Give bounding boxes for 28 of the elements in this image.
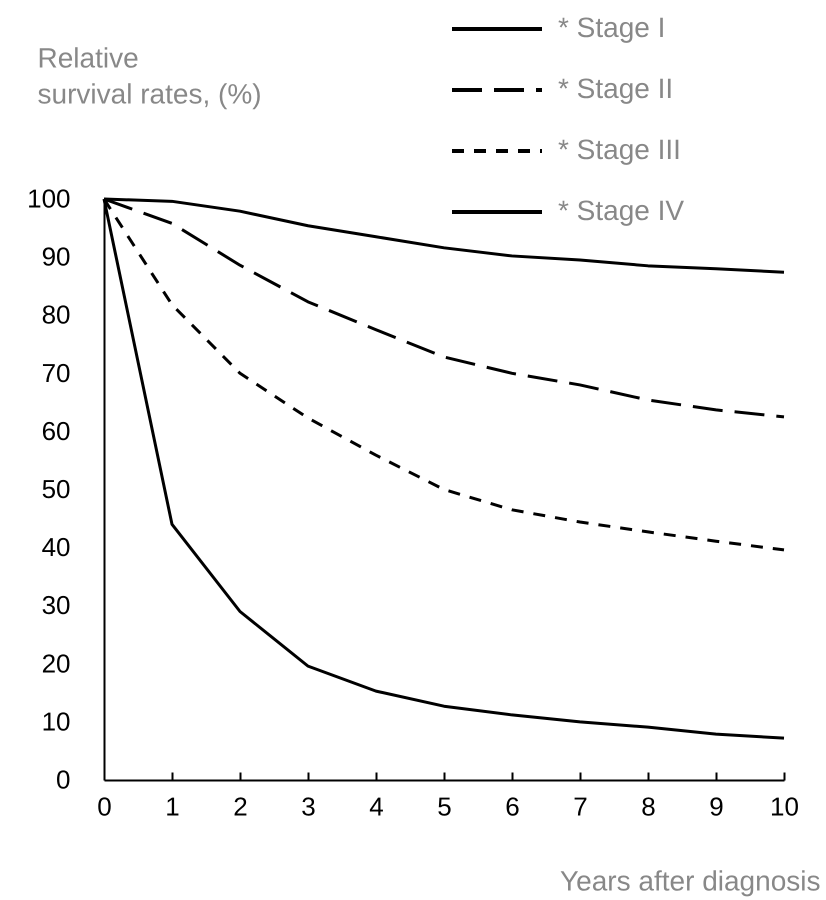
y-tick-label: 60: [42, 416, 70, 446]
x-tick-label: 10: [770, 792, 799, 822]
x-tick-label: 2: [233, 792, 248, 822]
y-tick-label: 50: [42, 474, 70, 504]
legend-label: * Stage III: [558, 134, 681, 165]
y-axis-title: Relative survival rates, (%): [38, 42, 262, 110]
y-tick-label: 90: [42, 242, 70, 272]
x-tick-label: 3: [301, 792, 316, 822]
y-tick-label: 30: [42, 590, 70, 620]
y-tick-label: 40: [42, 532, 70, 562]
y-tick-label: 100: [27, 184, 70, 214]
y-tick-label: 70: [42, 358, 70, 388]
x-axis-title: Years after diagnosis: [560, 866, 820, 896]
legend-label: * Stage II: [558, 73, 674, 104]
y-tick-label: 0: [56, 764, 70, 794]
legend-label: * Stage I: [558, 12, 666, 43]
x-tick-label: 5: [437, 792, 452, 822]
x-tick-label: 6: [505, 792, 520, 822]
x-tick-label: 4: [369, 792, 384, 822]
x-tick-label: 1: [165, 792, 180, 822]
y-tick-label: 20: [42, 648, 70, 678]
x-tick-label: 9: [709, 792, 724, 822]
x-tick-label: 0: [97, 792, 112, 822]
x-tick-label: 7: [573, 792, 588, 822]
y-tick-label: 10: [42, 706, 70, 736]
y-tick-label: 80: [42, 300, 70, 330]
x-tick-label: 8: [641, 792, 656, 822]
legend-label: * Stage IV: [558, 195, 684, 226]
